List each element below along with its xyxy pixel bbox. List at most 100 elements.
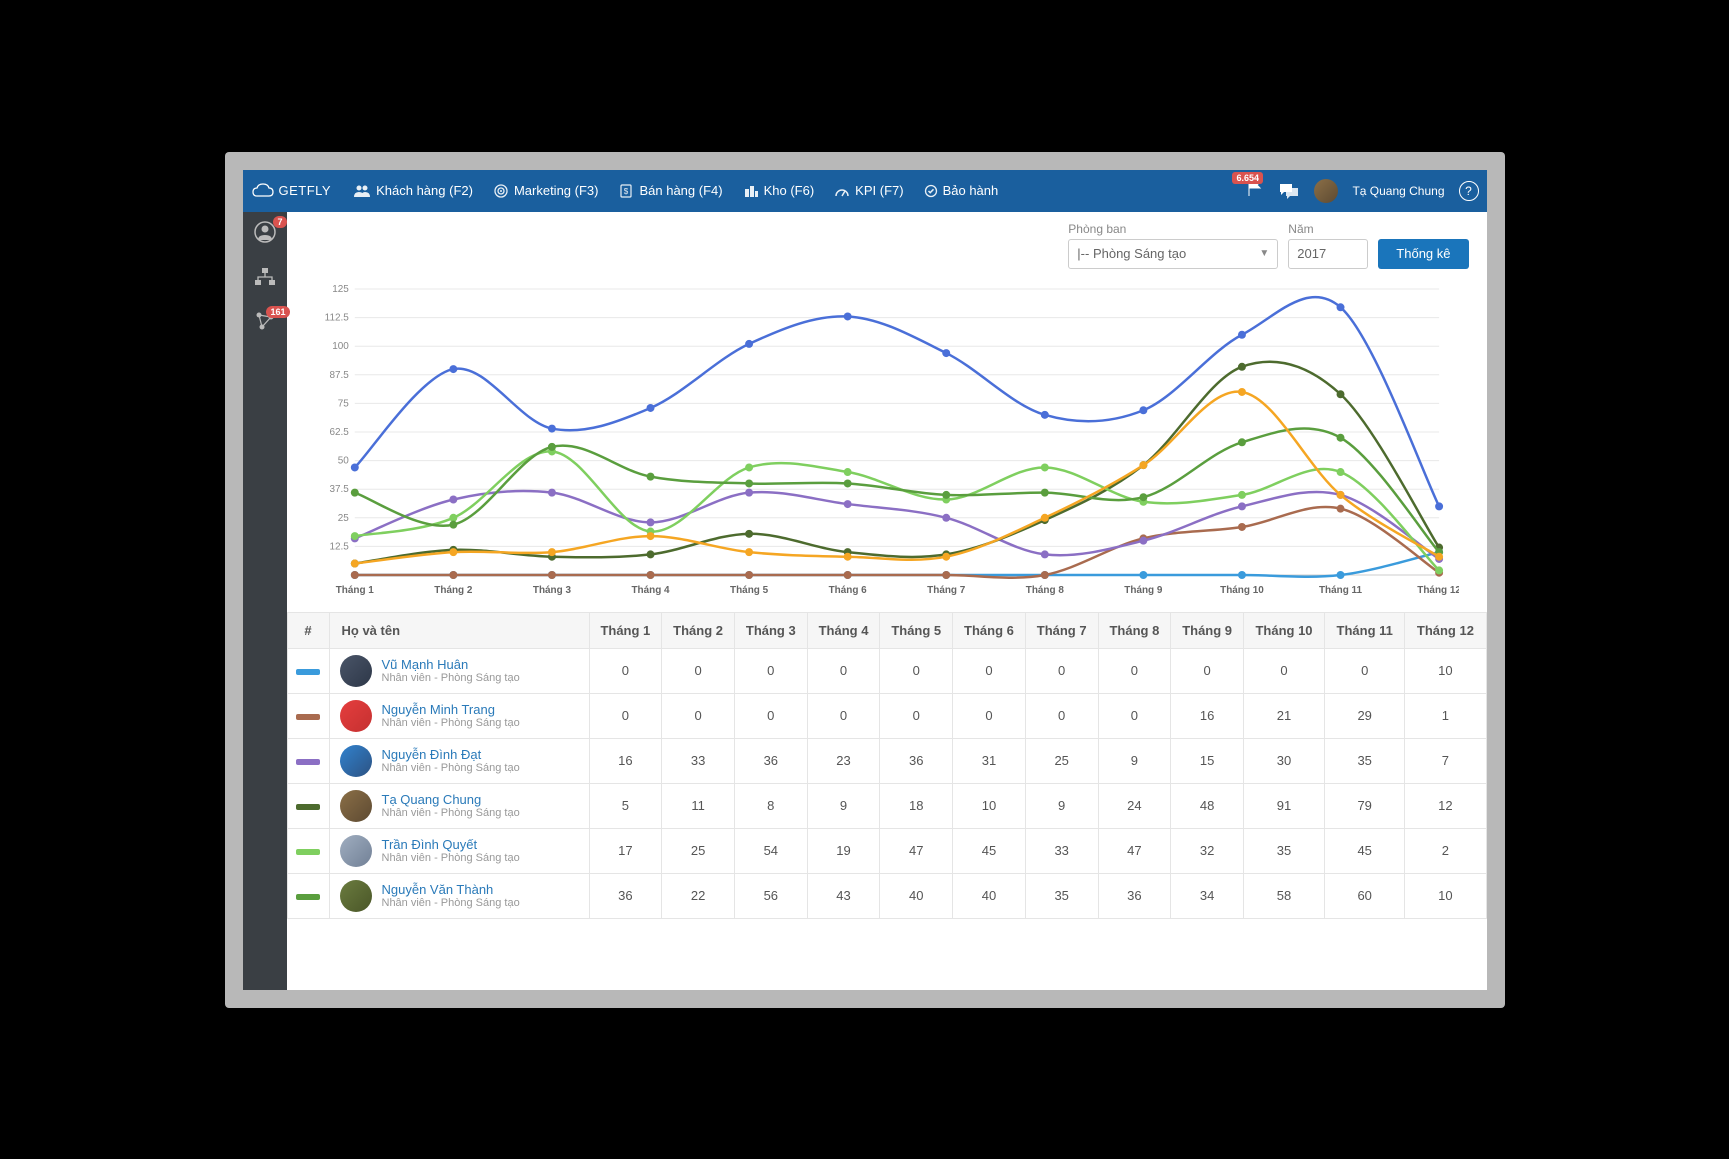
value-cell: 30 — [1243, 738, 1324, 783]
color-cell — [287, 738, 329, 783]
value-cell: 10 — [1405, 873, 1486, 918]
sidebar-network[interactable]: 161 — [254, 310, 276, 337]
value-cell: 43 — [807, 873, 880, 918]
brand-text: GETFLY — [279, 183, 332, 198]
person-role: Nhân viên - Phòng Sáng tạo — [382, 717, 520, 729]
svg-text:100: 100 — [332, 341, 349, 352]
value-cell: 0 — [953, 648, 1026, 693]
col-month: Tháng 7 — [1025, 612, 1098, 648]
svg-text:Tháng 9: Tháng 9 — [1124, 584, 1163, 595]
person-name-link[interactable]: Trần Đình Quyết — [382, 837, 520, 852]
value-cell: 5 — [589, 783, 662, 828]
left-sidebar: 7 161 — [243, 212, 287, 990]
svg-text:125: 125 — [332, 283, 349, 294]
svg-text:Tháng 12: Tháng 12 — [1417, 584, 1459, 595]
value-cell: 45 — [953, 828, 1026, 873]
col-month: Tháng 12 — [1405, 612, 1486, 648]
year-select[interactable]: 2017 — [1288, 239, 1368, 269]
value-cell: 29 — [1325, 693, 1405, 738]
person-role: Nhân viên - Phòng Sáng tạo — [382, 672, 520, 684]
value-cell: 0 — [807, 648, 880, 693]
table-row: Nguyễn Đình ĐạtNhân viên - Phòng Sáng tạ… — [287, 738, 1486, 783]
user-name[interactable]: Tạ Quang Chung — [1352, 184, 1444, 198]
col-month: Tháng 9 — [1171, 612, 1244, 648]
nav-marketing[interactable]: Marketing (F3) — [483, 170, 609, 212]
value-cell: 36 — [589, 873, 662, 918]
value-cell: 58 — [1243, 873, 1324, 918]
value-cell: 11 — [662, 783, 735, 828]
value-cell: 36 — [734, 738, 807, 783]
svg-text:Tháng 11: Tháng 11 — [1318, 584, 1362, 595]
value-cell: 16 — [1171, 693, 1244, 738]
avatar — [340, 700, 372, 732]
svg-text:Tháng 4: Tháng 4 — [631, 584, 670, 595]
value-cell: 25 — [662, 828, 735, 873]
value-cell: 10 — [1405, 648, 1486, 693]
svg-text:Tháng 2: Tháng 2 — [434, 584, 473, 595]
help-icon[interactable]: ? — [1459, 181, 1479, 201]
user-avatar-top[interactable] — [1314, 179, 1338, 203]
nav-kpi[interactable]: KPI (F7) — [824, 170, 913, 212]
value-cell: 54 — [734, 828, 807, 873]
value-cell: 0 — [589, 693, 662, 738]
table-row: Nguyễn Văn ThànhNhân viên - Phòng Sáng t… — [287, 873, 1486, 918]
col-month: Tháng 10 — [1243, 612, 1324, 648]
value-cell: 0 — [589, 648, 662, 693]
col-name: Họ và tên — [329, 612, 589, 648]
value-cell: 79 — [1325, 783, 1405, 828]
dept-select[interactable]: |-- Phòng Sáng tạo ▼ — [1068, 239, 1278, 269]
notification-flag[interactable]: 6.654 — [1246, 180, 1264, 201]
avatar — [340, 790, 372, 822]
table-row: Vũ Mạnh HuânNhân viên - Phòng Sáng tạo00… — [287, 648, 1486, 693]
value-cell: 35 — [1243, 828, 1324, 873]
person-name-link[interactable]: Tạ Quang Chung — [382, 792, 520, 807]
svg-text:37.5: 37.5 — [329, 484, 349, 495]
nav-sales[interactable]: $ Bán hàng (F4) — [608, 170, 732, 212]
sidebar-profile[interactable]: 7 — [253, 220, 277, 249]
value-cell: 18 — [880, 783, 953, 828]
person-name-link[interactable]: Nguyễn Minh Trang — [382, 702, 520, 717]
value-cell: 17 — [589, 828, 662, 873]
value-cell: 36 — [1098, 873, 1171, 918]
sidebar-org[interactable] — [254, 267, 276, 292]
person-name-link[interactable]: Vũ Mạnh Huân — [382, 657, 520, 672]
name-cell: Vũ Mạnh HuânNhân viên - Phòng Sáng tạo — [329, 648, 589, 693]
name-cell: Nguyễn Đình ĐạtNhân viên - Phòng Sáng tạ… — [329, 738, 589, 783]
svg-text:62.5: 62.5 — [329, 426, 349, 437]
value-cell: 12 — [1405, 783, 1486, 828]
stats-button[interactable]: Thống kê — [1378, 239, 1468, 269]
value-cell: 0 — [1325, 648, 1405, 693]
name-cell: Nguyễn Minh TrangNhân viên - Phòng Sáng … — [329, 693, 589, 738]
nav-warehouse[interactable]: Kho (F6) — [733, 170, 825, 212]
logo[interactable]: GETFLY — [251, 182, 332, 200]
person-name-link[interactable]: Nguyễn Đình Đạt — [382, 747, 520, 762]
employee-table: #Họ và tênTháng 1Tháng 2Tháng 3Tháng 4Th… — [287, 612, 1487, 919]
value-cell: 0 — [1243, 648, 1324, 693]
value-cell: 9 — [1025, 783, 1098, 828]
color-cell — [287, 873, 329, 918]
person-role: Nhân viên - Phòng Sáng tạo — [382, 852, 520, 864]
nav-customers[interactable]: Khách hàng (F2) — [343, 170, 483, 212]
value-cell: 0 — [734, 648, 807, 693]
value-cell: 32 — [1171, 828, 1244, 873]
svg-text:50: 50 — [337, 455, 349, 466]
value-cell: 0 — [1171, 648, 1244, 693]
value-cell: 0 — [807, 693, 880, 738]
value-cell: 36 — [880, 738, 953, 783]
value-cell: 9 — [1098, 738, 1171, 783]
color-cell — [287, 828, 329, 873]
col-month: Tháng 1 — [589, 612, 662, 648]
name-cell: Nguyễn Văn ThànhNhân viên - Phòng Sáng t… — [329, 873, 589, 918]
nav-warranty[interactable]: Bảo hành — [914, 170, 1009, 212]
chat-icon[interactable] — [1278, 182, 1300, 200]
svg-text:Tháng 3: Tháng 3 — [532, 584, 571, 595]
value-cell: 8 — [734, 783, 807, 828]
cloud-icon — [251, 182, 275, 200]
value-cell: 47 — [1098, 828, 1171, 873]
value-cell: 40 — [953, 873, 1026, 918]
person-name-link[interactable]: Nguyễn Văn Thành — [382, 882, 520, 897]
col-index: # — [287, 612, 329, 648]
table-row: Nguyễn Minh TrangNhân viên - Phòng Sáng … — [287, 693, 1486, 738]
value-cell: 34 — [1171, 873, 1244, 918]
value-cell: 35 — [1325, 738, 1405, 783]
